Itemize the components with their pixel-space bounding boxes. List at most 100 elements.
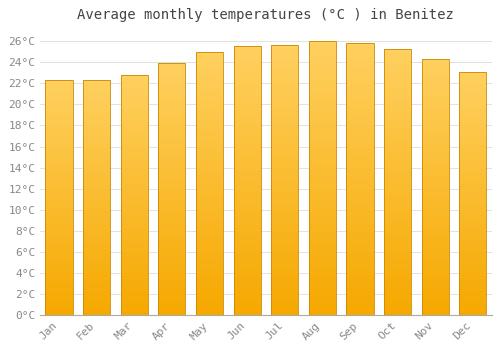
Bar — [460, 117, 486, 120]
Bar — [196, 213, 223, 216]
Bar — [309, 147, 336, 151]
Bar — [158, 82, 186, 85]
Bar — [271, 275, 298, 278]
Bar — [83, 277, 110, 280]
Bar — [158, 123, 186, 126]
Bar — [422, 251, 449, 254]
Bar — [234, 93, 260, 97]
Bar — [346, 121, 374, 125]
Bar — [346, 166, 374, 169]
Bar — [422, 100, 449, 104]
Bar — [234, 218, 260, 221]
Bar — [196, 183, 223, 187]
Bar — [46, 286, 72, 289]
Bar — [422, 117, 449, 120]
Bar — [309, 295, 336, 298]
Bar — [120, 147, 148, 150]
Bar — [384, 76, 411, 79]
Bar — [346, 138, 374, 142]
Bar — [234, 252, 260, 255]
Bar — [384, 202, 411, 206]
Bar — [346, 179, 374, 183]
Bar — [196, 111, 223, 114]
Bar — [384, 106, 411, 109]
Bar — [309, 55, 336, 58]
Bar — [422, 254, 449, 258]
Bar — [384, 229, 411, 232]
Bar — [271, 265, 298, 268]
Bar — [271, 136, 298, 140]
Bar — [346, 247, 374, 251]
Bar — [271, 187, 298, 190]
Bar — [309, 285, 336, 288]
Bar — [46, 227, 72, 230]
Bar — [309, 75, 336, 79]
Bar — [158, 139, 186, 142]
Bar — [83, 239, 110, 242]
Bar — [234, 50, 260, 53]
Bar — [120, 243, 148, 246]
Bar — [158, 262, 186, 265]
Bar — [83, 295, 110, 298]
Bar — [158, 117, 186, 120]
Bar — [271, 288, 298, 292]
Bar — [83, 236, 110, 239]
Bar — [271, 123, 298, 126]
Bar — [309, 305, 336, 309]
Bar — [271, 224, 298, 228]
Bar — [384, 242, 411, 246]
Bar — [422, 142, 449, 146]
Bar — [422, 59, 449, 62]
Bar — [120, 285, 148, 288]
Bar — [234, 181, 260, 184]
Bar — [120, 186, 148, 189]
Bar — [460, 126, 486, 130]
Bar — [460, 303, 486, 306]
Bar — [346, 135, 374, 138]
Bar — [234, 302, 260, 305]
Bar — [234, 231, 260, 235]
Bar — [234, 83, 260, 87]
Bar — [422, 213, 449, 216]
Bar — [271, 52, 298, 55]
Bar — [384, 53, 411, 56]
Bar — [422, 110, 449, 113]
Bar — [384, 282, 411, 286]
Bar — [346, 50, 374, 53]
Bar — [196, 246, 223, 250]
Bar — [158, 183, 186, 186]
Bar — [158, 205, 186, 208]
Bar — [158, 233, 186, 237]
Bar — [83, 171, 110, 174]
Bar — [384, 166, 411, 169]
Bar — [196, 180, 223, 183]
Bar — [460, 157, 486, 160]
Bar — [83, 274, 110, 277]
Bar — [346, 125, 374, 128]
Bar — [460, 172, 486, 175]
Bar — [120, 159, 148, 162]
Bar — [196, 127, 223, 131]
Bar — [460, 209, 486, 212]
Bar — [346, 53, 374, 57]
Bar — [83, 309, 110, 313]
Bar — [271, 143, 298, 147]
Bar — [120, 216, 148, 219]
Bar — [346, 43, 374, 315]
Bar — [158, 256, 186, 259]
Bar — [384, 256, 411, 259]
Bar — [309, 106, 336, 110]
Bar — [309, 72, 336, 75]
Bar — [234, 228, 260, 231]
Bar — [120, 111, 148, 114]
Bar — [46, 110, 72, 112]
Bar — [120, 129, 148, 132]
Bar — [120, 294, 148, 297]
Bar — [271, 309, 298, 312]
Bar — [120, 183, 148, 186]
Bar — [120, 258, 148, 261]
Title: Average monthly temperatures (°C ) in Benitez: Average monthly temperatures (°C ) in Be… — [78, 8, 454, 22]
Bar — [120, 177, 148, 180]
Bar — [83, 230, 110, 233]
Bar — [196, 154, 223, 157]
